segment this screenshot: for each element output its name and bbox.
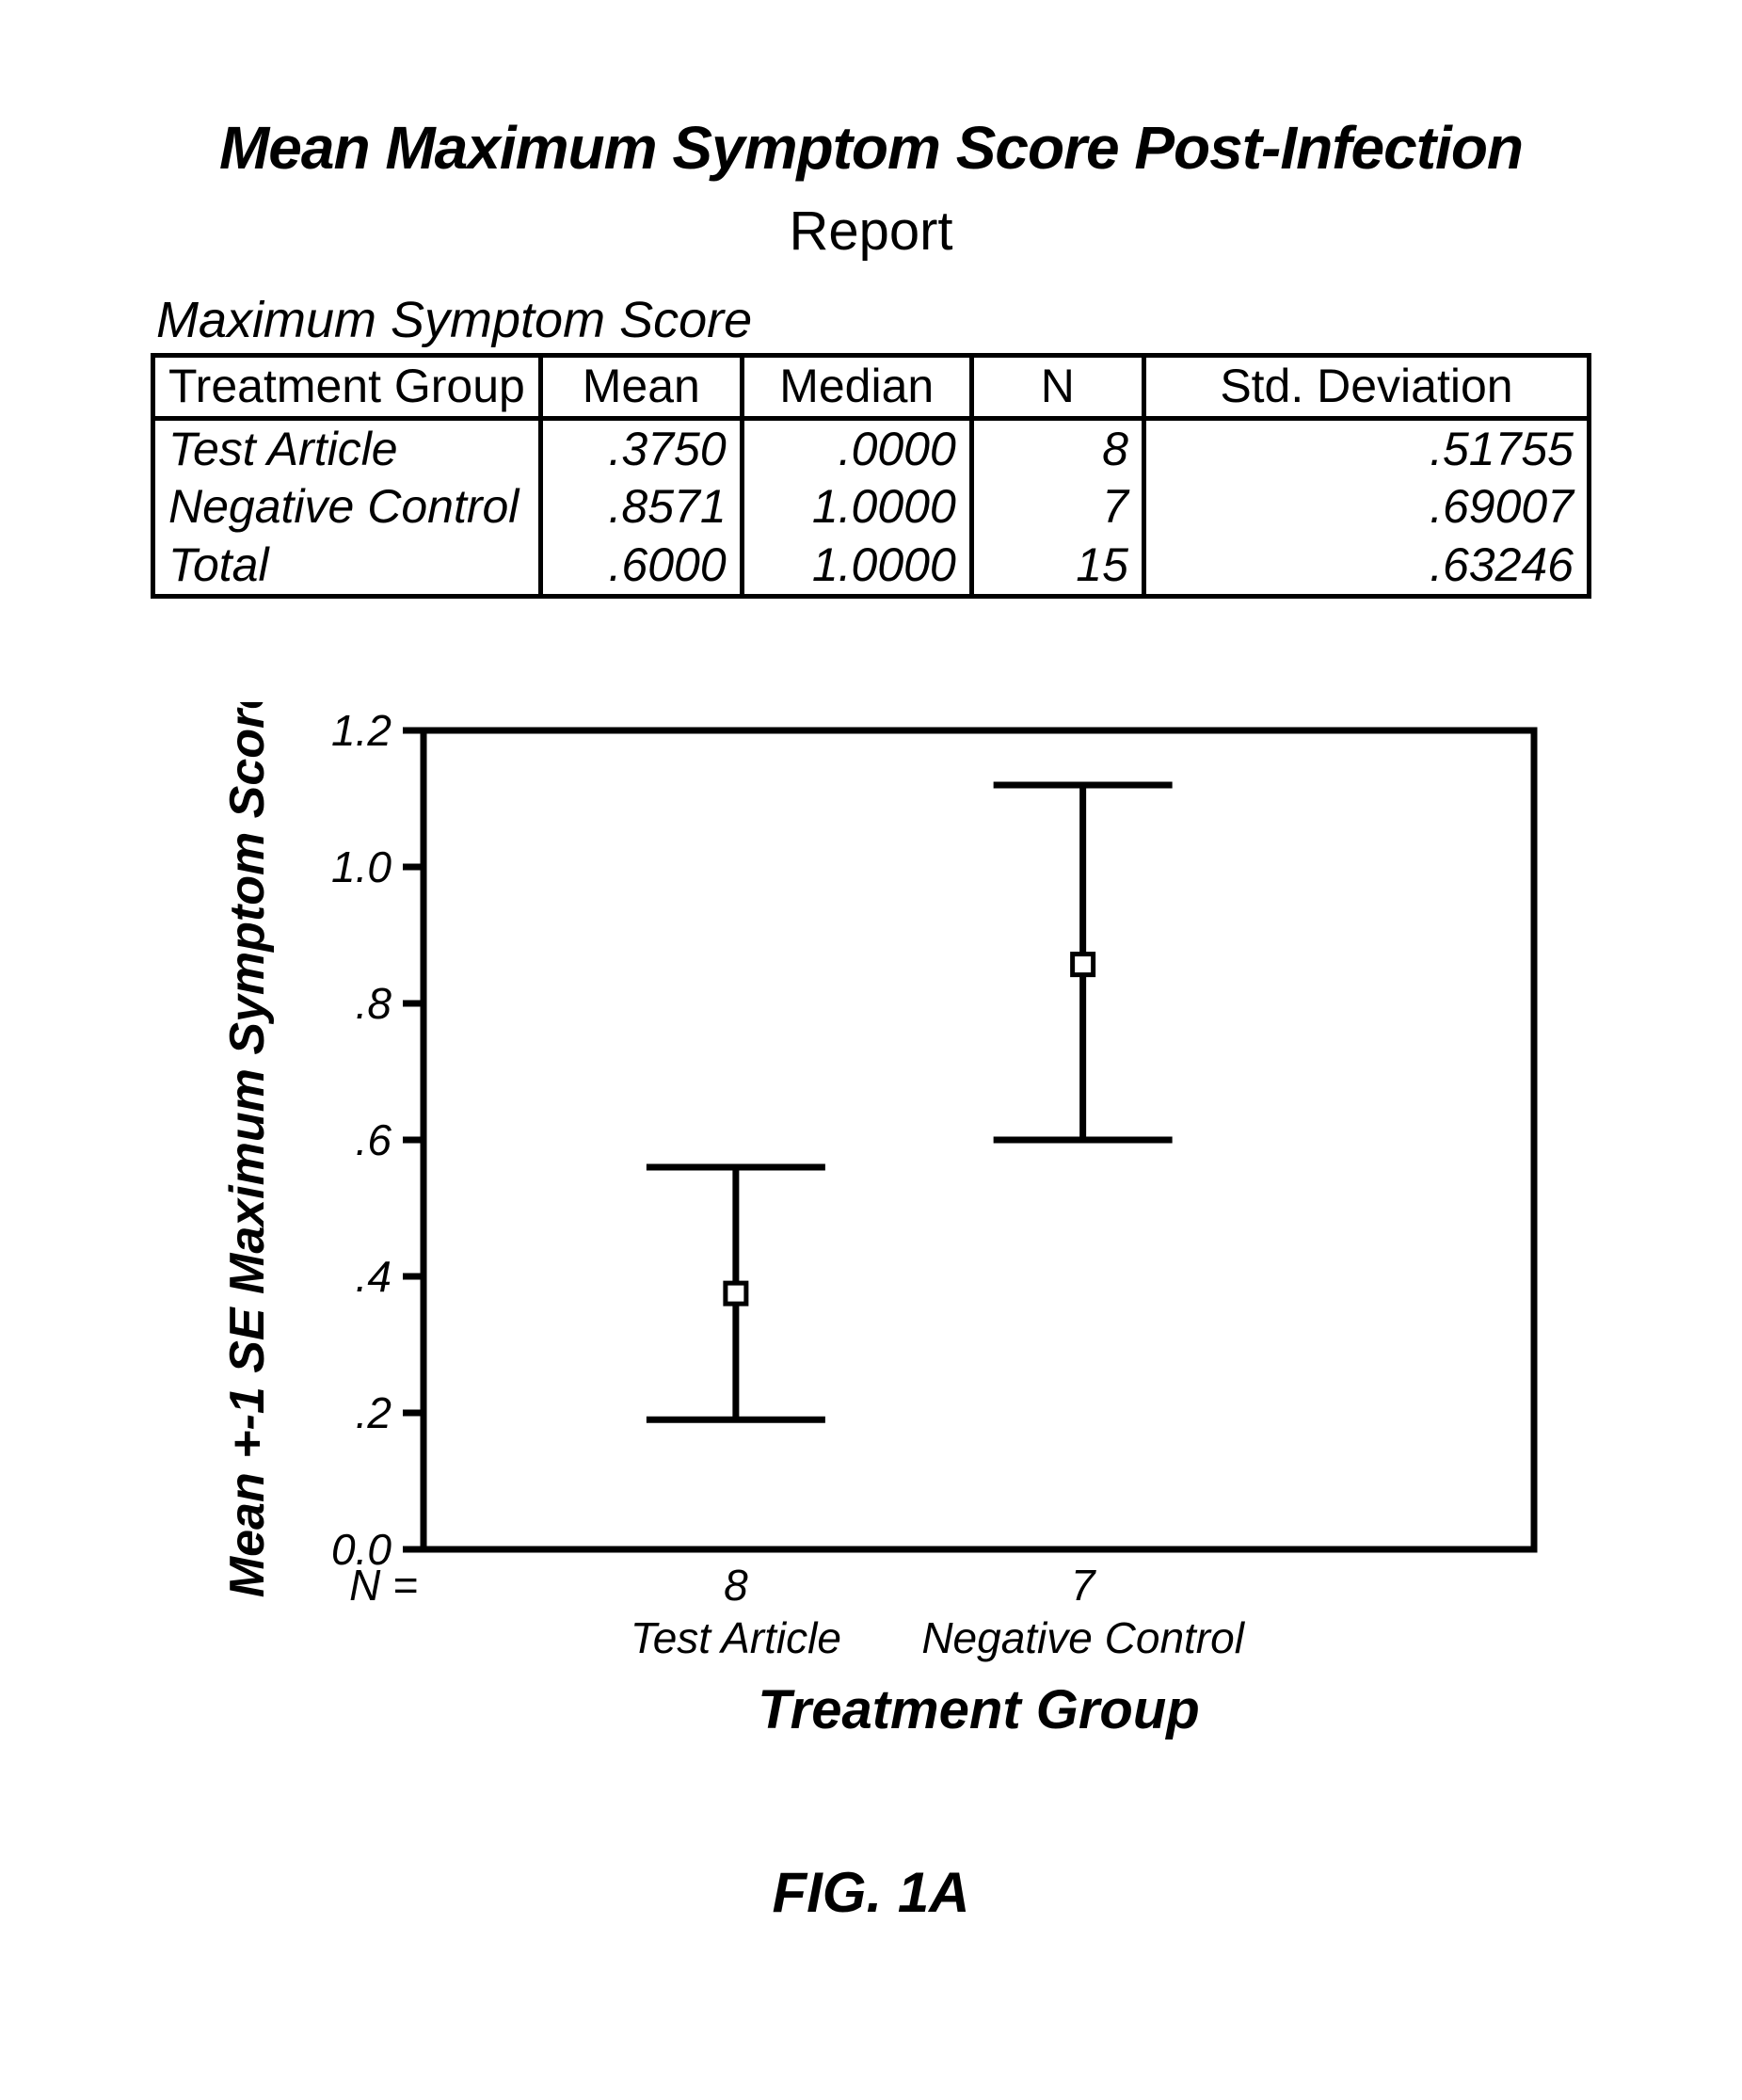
cell-group: Negative Control [153,478,541,537]
table-row: Test Article .3750 .0000 8 .51755 [153,418,1590,478]
svg-text:7: 7 [1071,1561,1096,1610]
cell-n: 7 [971,478,1143,537]
svg-text:.8: .8 [356,979,392,1028]
table-header-row: Treatment Group Mean Median N Std. Devia… [153,356,1590,419]
svg-text:Test Article: Test Article [631,1613,841,1662]
cell-mean: .8571 [541,478,743,537]
svg-text:Treatment Group: Treatment Group [758,1679,1199,1740]
cell-n: 15 [971,537,1143,597]
col-header-mean: Mean [541,356,743,419]
svg-text:1.2: 1.2 [331,706,392,755]
table-caption: Maximum Symptom Score [156,291,1591,349]
col-header-median: Median [742,356,971,419]
figure-label: FIG. 1A [151,1860,1591,1925]
cell-group: Total [153,537,541,597]
svg-text:Negative Control: Negative Control [921,1613,1245,1662]
cell-sd: .63246 [1143,537,1589,597]
svg-text:.4: .4 [356,1252,392,1301]
chart-container: 0.0.2.4.6.81.01.2Mean +-1 SE Maximum Sym… [207,702,1591,1813]
cell-sd: .51755 [1143,418,1589,478]
col-header-n: N [971,356,1143,419]
main-title: Mean Maximum Symptom Score Post-Infectio… [151,113,1591,183]
table-row: Negative Control .8571 1.0000 7 .69007 [153,478,1590,537]
svg-text:.2: .2 [356,1388,392,1437]
col-header-group: Treatment Group [153,356,541,419]
page-container: Mean Maximum Symptom Score Post-Infectio… [0,0,1742,2100]
cell-median: 1.0000 [742,537,971,597]
error-bar-chart: 0.0.2.4.6.81.01.2Mean +-1 SE Maximum Sym… [207,702,1619,1813]
svg-text:8: 8 [724,1561,748,1610]
cell-sd: .69007 [1143,478,1589,537]
cell-n: 8 [971,418,1143,478]
cell-group: Test Article [153,418,541,478]
cell-median: 1.0000 [742,478,971,537]
svg-text:.6: .6 [356,1115,392,1164]
svg-text:N =: N = [349,1561,418,1610]
svg-text:Mean +-1 SE Maximum Symptom Sc: Mean +-1 SE Maximum Symptom Score [220,702,275,1597]
report-subtitle: Report [151,200,1591,263]
svg-text:1.0: 1.0 [331,842,392,891]
table-row: Total .6000 1.0000 15 .63246 [153,537,1590,597]
cell-mean: .3750 [541,418,743,478]
summary-table: Treatment Group Mean Median N Std. Devia… [151,353,1591,599]
cell-mean: .6000 [541,537,743,597]
cell-median: .0000 [742,418,971,478]
col-header-sd: Std. Deviation [1143,356,1589,419]
